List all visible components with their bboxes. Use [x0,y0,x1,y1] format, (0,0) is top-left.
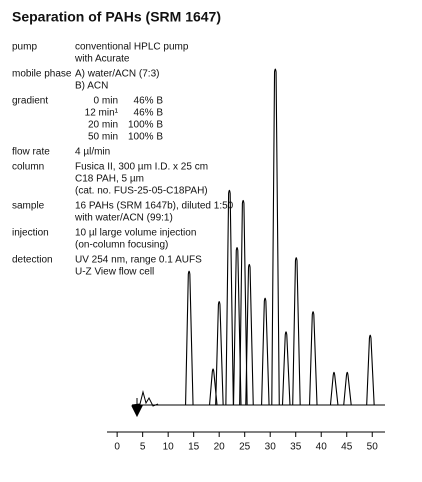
gradient-time: 20 min [88,120,118,131]
peak [308,311,318,406]
method-label: gradient [12,96,48,107]
method-label: pump [12,42,37,53]
x-tick-label: 5 [140,442,146,453]
peak [215,300,224,406]
method-value: B) ACN [75,81,108,92]
method-value: (on-column focusing) [75,240,168,251]
method-value: C18 PAH, 5 µm [75,174,144,185]
method-label: sample [12,201,45,212]
method-value: Fusica II, 300 µm I.D. x 25 cm [75,162,208,173]
method-value: (cat. no. FUS-25-05-C18PAH) [75,186,208,197]
peak [281,331,291,406]
x-tick-label: 35 [290,442,302,453]
peak [366,334,375,406]
peak [343,371,352,406]
method-value: conventional HPLC pump [75,42,189,53]
x-tick-label: 10 [163,442,175,453]
method-value: A) water/ACN (7:3) [75,69,159,80]
x-tick-label: 20 [214,442,226,453]
method-value: 16 PAHs (SRM 1647b), diluted 1:50 [75,201,234,212]
gradient-time: 50 min [88,132,118,143]
method-value: UV 254 nm, range 0.1 AUFS [75,255,202,266]
method-label: column [12,162,44,173]
method-value: with Acurate [74,54,130,65]
peak [329,371,339,406]
x-tick-label: 30 [265,442,277,453]
gradient-percent: 46% B [134,96,164,107]
peak [208,368,218,406]
peak [271,68,280,406]
x-tick-label: 45 [341,442,353,453]
method-label: flow rate [12,147,50,158]
peak [232,247,242,406]
method-label: mobile phase [12,69,72,80]
peak [245,263,254,406]
x-tick-label: 15 [188,442,200,453]
peak [261,297,270,406]
peak [225,189,234,406]
method-value: U-Z View flow cell [75,267,154,278]
peak [239,199,248,406]
method-value: 4 µl/min [75,147,110,158]
gradient-percent: 100% B [128,120,163,131]
peak [185,270,194,406]
gradient-time: 0 min [94,96,118,107]
x-tick-label: 25 [239,442,251,453]
gradient-percent: 100% B [128,132,163,143]
x-tick-label: 40 [316,442,328,453]
method-label: injection [12,228,49,239]
method-label: detection [12,255,53,266]
x-tick-label: 50 [367,442,379,453]
injection-arrow [131,398,143,418]
method-value: 10 µl large volume injection [75,228,196,239]
gradient-percent: 46% B [134,108,164,119]
title: Separation of PAHs (SRM 1647) [12,9,221,25]
peak [292,257,301,406]
x-tick-label: 0 [114,442,120,453]
gradient-time: 12 min¹ [85,108,119,119]
method-value: with water/ACN (99:1) [74,213,173,224]
solvent-front [131,390,159,407]
